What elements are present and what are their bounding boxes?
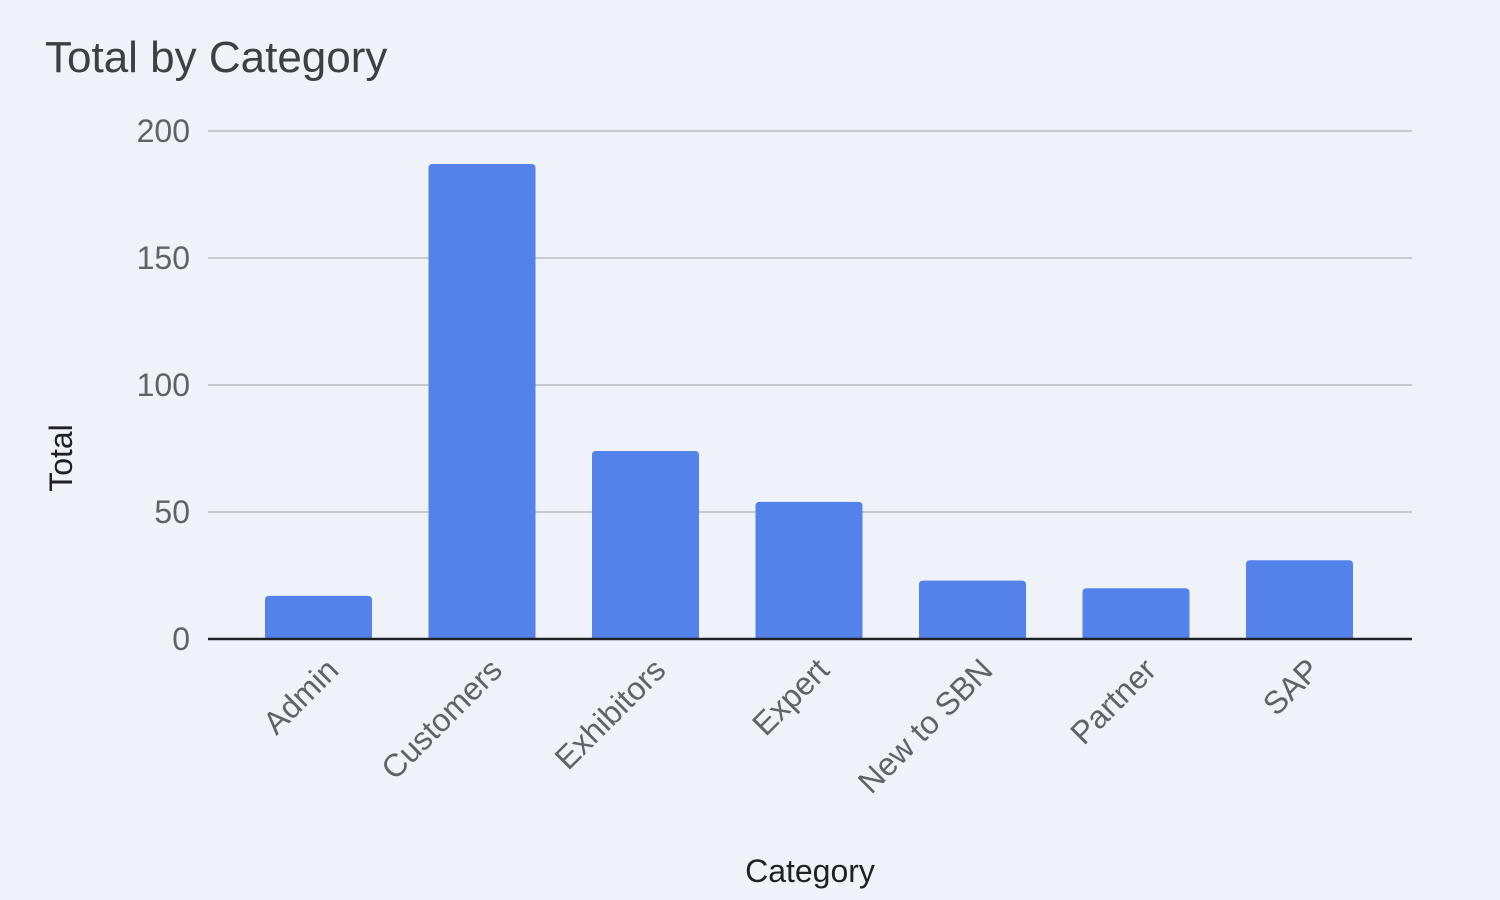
x-category-label: New to SBN bbox=[851, 651, 1000, 800]
x-axis-title: Category bbox=[745, 853, 875, 889]
x-category-label: SAP bbox=[1256, 651, 1327, 722]
bar-expert bbox=[755, 501, 863, 639]
x-category-label: Customers bbox=[374, 651, 509, 786]
y-axis-ticks: 0 50 100 150 200 bbox=[137, 113, 190, 657]
gridlines bbox=[208, 130, 1412, 513]
x-category-label: Exhibitors bbox=[548, 651, 673, 776]
x-axis-category-labels: Admin Customers Exhibitors Expert New to SBN… bbox=[256, 651, 1327, 800]
chart-title: Total by Category bbox=[45, 33, 387, 82]
x-category-label: Admin bbox=[256, 651, 346, 741]
bar-sap bbox=[1246, 560, 1353, 639]
y-tick-label: 200 bbox=[137, 113, 190, 149]
y-tick-label: 150 bbox=[137, 240, 190, 276]
y-axis-title: Total bbox=[43, 424, 79, 492]
x-category-label: Partner bbox=[1063, 651, 1163, 751]
bar-new-to-sbn bbox=[919, 580, 1026, 639]
bars bbox=[265, 164, 1353, 639]
bar-exhibitors bbox=[592, 451, 699, 639]
bar-partner bbox=[1082, 588, 1190, 639]
bar-customers bbox=[428, 164, 536, 639]
y-tick-label: 0 bbox=[172, 621, 190, 657]
x-category-label: Expert bbox=[745, 651, 836, 742]
bar-admin bbox=[265, 595, 372, 639]
y-tick-label: 50 bbox=[154, 494, 190, 530]
y-tick-label: 100 bbox=[137, 367, 190, 403]
